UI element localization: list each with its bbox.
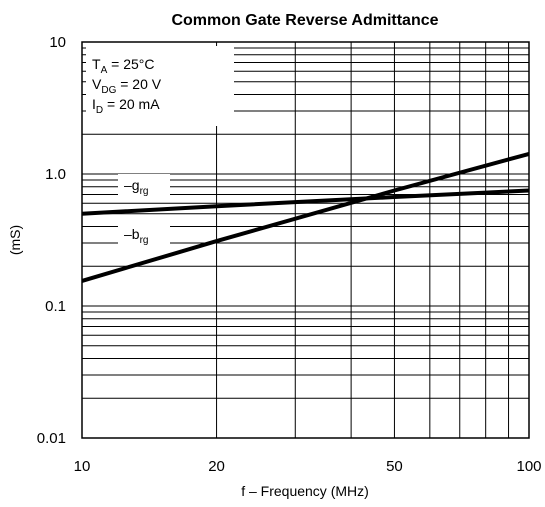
x-tick-label: 100 [516, 458, 541, 475]
tick-labels: 10 20 50 100 0.01 0.1 1.0 10 [37, 34, 542, 475]
grid [81, 42, 529, 439]
chart-title: Common Gate Reverse Admittance [171, 12, 438, 29]
x-tick-label: 50 [386, 458, 403, 475]
x-axis-label: f – Frequency (MHz) [241, 483, 369, 499]
y-tick-label: 10 [49, 34, 66, 51]
series-label-brg: –brg [118, 223, 170, 246]
svg-text:–grg: –grg [124, 177, 148, 197]
series-label-grg: –grg [118, 174, 170, 197]
series-line-brg [81, 151, 530, 283]
condition-temperature: TA = 25°C [92, 56, 154, 76]
svg-text:–brg: –brg [124, 226, 148, 246]
conditions-box: TA = 25°C VDG = 20 V ID = 20 mA [86, 46, 234, 126]
series-line-grg [81, 188, 530, 216]
y-tick-label: 0.01 [37, 430, 66, 447]
x-tick-label: 10 [74, 458, 91, 475]
series-lines [81, 151, 530, 283]
condition-drain-gate-voltage: VDG = 20 V [92, 76, 162, 96]
x-tick-label: 20 [208, 458, 225, 475]
y-tick-label: 0.1 [45, 298, 66, 315]
plot-frame [81, 41, 530, 439]
y-tick-label: 1.0 [45, 166, 66, 183]
condition-drain-current: ID = 20 mA [92, 96, 160, 116]
y-axis-label: (mS) [7, 225, 23, 255]
